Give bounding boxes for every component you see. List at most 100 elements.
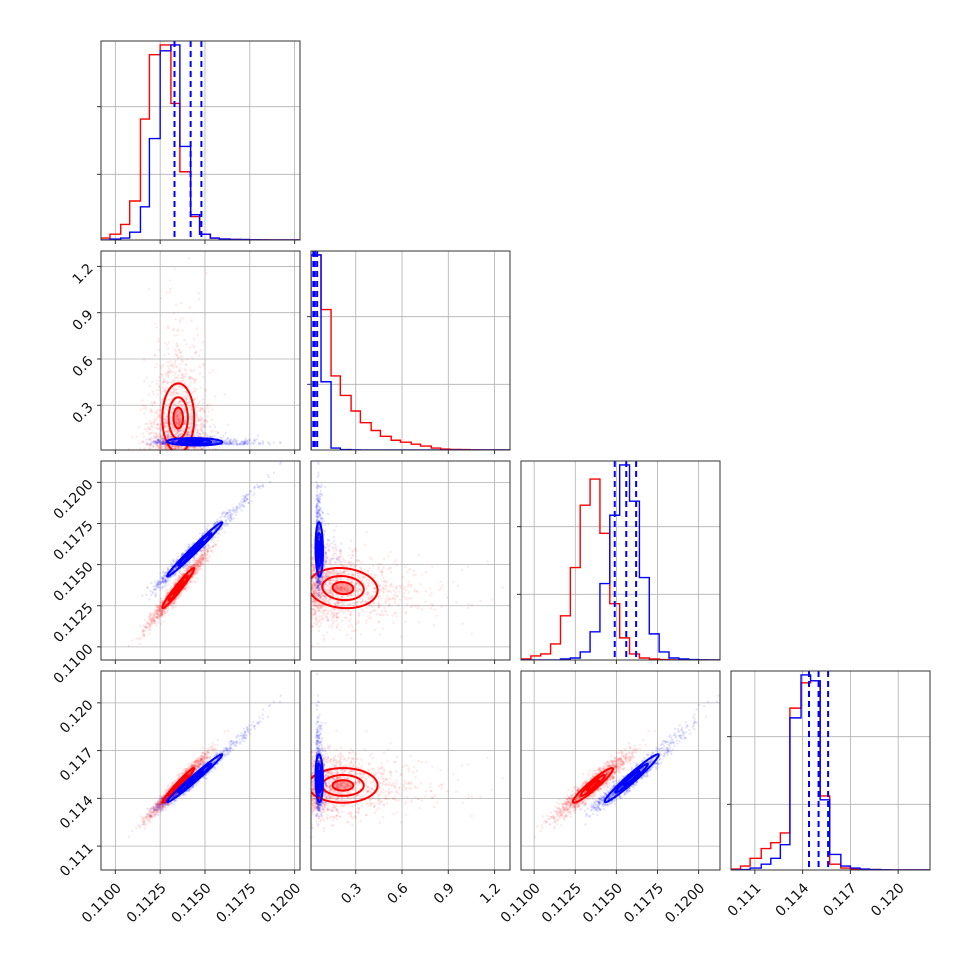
scatter-point [161, 434, 164, 437]
scatter-point [193, 558, 196, 561]
scatter-point [318, 431, 320, 433]
scatter-point [195, 378, 198, 381]
scatter-point [197, 564, 200, 568]
scatter-point [146, 622, 150, 625]
scatter-point [164, 372, 167, 375]
scatter-point [166, 361, 170, 364]
scatter-point [211, 429, 214, 433]
scatter-point [214, 440, 217, 443]
scatter-point [214, 430, 218, 433]
scatter-point [236, 443, 240, 446]
scatter-point [153, 611, 157, 614]
scatter-point [179, 428, 183, 432]
scatter-point [202, 531, 206, 534]
scatter-point [227, 443, 231, 446]
scatter-point [170, 440, 173, 443]
scatter-point [171, 405, 175, 408]
scatter-point [161, 442, 165, 446]
scatter-point [192, 381, 196, 384]
scatter-point [161, 441, 164, 444]
scatter-point [194, 561, 198, 564]
scatter-point [170, 444, 174, 447]
scatter-point [205, 556, 208, 560]
scatter-point [194, 580, 198, 583]
scatter-point [155, 605, 159, 608]
scatter-point [183, 421, 186, 425]
scatter-point [143, 412, 146, 415]
scatter-point [160, 387, 164, 391]
scatter-point [165, 601, 168, 605]
scatter-point [192, 556, 196, 559]
scatter-point [161, 439, 165, 442]
scatter-point [177, 576, 180, 580]
scatter-point [211, 408, 214, 412]
scatter-point [174, 447, 178, 450]
scatter-point [169, 421, 172, 425]
scatter-point [194, 351, 198, 354]
scatter-point [173, 447, 177, 450]
scatter-point [146, 427, 149, 430]
scatter-point [201, 421, 204, 425]
scatter-point [193, 563, 196, 567]
scatter-point [228, 441, 232, 444]
scatter-point [167, 430, 170, 434]
scatter-point [150, 621, 154, 624]
scatter-point [174, 605, 177, 608]
scatter-point [183, 435, 187, 438]
scatter-point [170, 422, 174, 426]
scatter-point [201, 375, 205, 379]
scatter-point [171, 440, 175, 443]
scatter-point [209, 436, 212, 439]
scatter-point [175, 445, 178, 448]
scatter-point [171, 605, 174, 609]
scatter-point [190, 319, 193, 322]
histogram-step-line [311, 254, 510, 450]
scatter-point [190, 565, 193, 568]
scatter-point [187, 431, 190, 434]
scatter-point [186, 434, 190, 437]
scatter-point [153, 619, 156, 622]
panel-frame [310, 250, 511, 451]
scatter-point [185, 343, 188, 346]
scatter-point [193, 378, 196, 382]
scatter-point [202, 362, 205, 366]
scatter-point [157, 621, 160, 624]
scatter-point [173, 439, 177, 443]
scatter-point [186, 403, 189, 407]
scatter-point [155, 615, 158, 619]
scatter-point [158, 414, 161, 418]
scatter-point [242, 500, 245, 504]
scatter-point [146, 621, 149, 625]
scatter-point [179, 445, 182, 449]
scatter-point [196, 402, 200, 406]
scatter-point [190, 580, 193, 584]
scatter-point [223, 439, 226, 443]
scatter-point [227, 508, 230, 511]
scatter-point [189, 368, 192, 372]
scatter-point [169, 287, 172, 291]
scatter-point [177, 414, 180, 417]
scatter-point [195, 411, 198, 414]
scatter-point [253, 439, 256, 443]
scatter-point [175, 440, 178, 443]
scatter-point [201, 423, 204, 427]
scatter-point [183, 420, 187, 424]
scatter-point [161, 441, 165, 444]
scatter-point [221, 515, 224, 518]
scatter-point [165, 444, 168, 447]
scatter-point [167, 393, 171, 396]
scatter-point [203, 434, 207, 437]
scatter-point [191, 564, 195, 567]
scatter-point [181, 317, 184, 320]
scatter-point [192, 390, 195, 394]
scatter-point [171, 445, 175, 448]
scatter-point [159, 572, 162, 575]
scatter-point [231, 506, 235, 510]
scatter-point [141, 441, 144, 444]
scatter-point [183, 423, 186, 426]
scatter-point [150, 617, 153, 621]
scatter-point [163, 444, 166, 448]
scatter-point [245, 443, 249, 446]
scatter-point [191, 576, 194, 579]
scatter-point [196, 565, 199, 569]
